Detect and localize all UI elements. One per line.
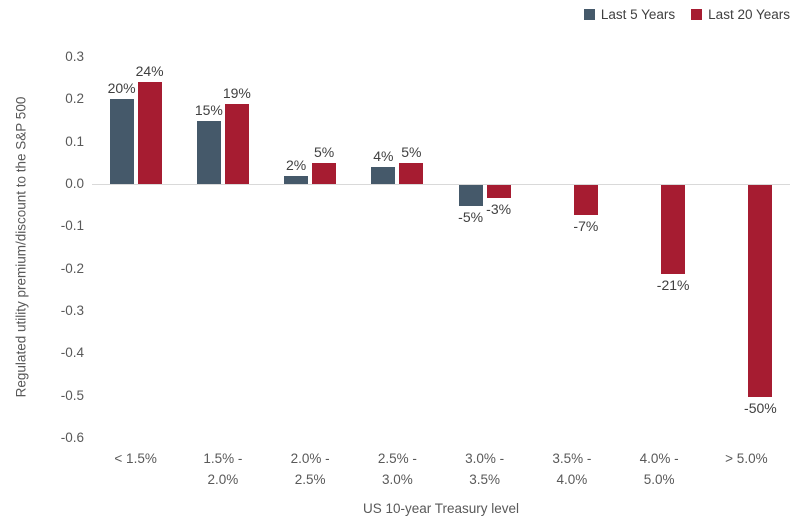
y-tick-label: -0.2 — [60, 260, 84, 276]
x-category-label: 3.0% - 3.5% — [465, 451, 505, 487]
y-tick-label: -0.4 — [60, 345, 84, 361]
bar — [284, 175, 309, 184]
bar-data-label: 15% — [194, 101, 223, 118]
x-category-label: 1.5% - 2.0% — [203, 451, 243, 487]
bar — [458, 185, 483, 207]
bar-data-label: 2% — [286, 156, 307, 173]
legend-swatch-last-20-years — [691, 9, 703, 20]
y-tick-label: -0.1 — [60, 218, 84, 234]
y-tick-label: 0.1 — [65, 133, 84, 149]
bar-data-label: 19% — [222, 84, 251, 101]
legend-label: Last 20 Years — [708, 7, 790, 22]
bar-data-label: -3% — [486, 200, 512, 217]
x-axis-title: US 10-year Treasury level — [362, 501, 520, 516]
bar-data-label: -7% — [573, 217, 599, 234]
bar — [312, 162, 337, 184]
zero-axis-line — [92, 184, 790, 185]
bar — [486, 185, 511, 198]
bar — [224, 103, 249, 184]
y-tick-label: 0.2 — [65, 91, 84, 107]
y-axis-title: Regulated utility premium/discount to th… — [13, 96, 29, 398]
x-category-label: 2.5% - 3.0% — [377, 451, 417, 487]
y-tick-label: 0.3 — [65, 49, 84, 64]
y-tick-label: -0.6 — [60, 430, 84, 445]
bar — [137, 82, 162, 184]
bar-data-label: 4% — [373, 148, 394, 165]
bar-data-label: -21% — [656, 276, 690, 293]
legend-swatch-last-5-years — [583, 9, 595, 20]
legend-item-last-20-years: Last 20 Years — [691, 7, 790, 22]
y-tick-label: 0.0 — [65, 176, 84, 191]
bar — [109, 99, 134, 184]
y-tick-label: -0.3 — [60, 303, 84, 318]
bar-data-label: 5% — [314, 143, 335, 160]
x-category-label: < 1.5% — [114, 451, 157, 466]
legend: Last 5 Years Last 20 Years — [583, 7, 790, 22]
bar — [661, 185, 686, 274]
y-tick-label: -0.5 — [60, 387, 84, 403]
bar — [196, 120, 221, 184]
x-category-label: 3.5% - 4.0% — [552, 451, 592, 487]
x-category-label: 2.0% - 2.5% — [290, 451, 330, 487]
bar-data-label: 20% — [107, 80, 136, 97]
bar — [371, 167, 396, 184]
bar — [399, 162, 424, 184]
bar — [573, 185, 598, 215]
bar-data-label: 5% — [401, 143, 422, 160]
legend-label: Last 5 Years — [600, 7, 676, 22]
x-category-label: 4.0% - 5.0% — [639, 451, 679, 487]
bar — [748, 185, 773, 397]
bar-data-label: -5% — [458, 209, 484, 226]
legend-item-last-5-years: Last 5 Years — [583, 7, 676, 22]
bar-data-label: -50% — [744, 399, 777, 416]
bar-data-label: 24% — [135, 63, 164, 80]
x-category-label: > 5.0% — [725, 451, 768, 466]
